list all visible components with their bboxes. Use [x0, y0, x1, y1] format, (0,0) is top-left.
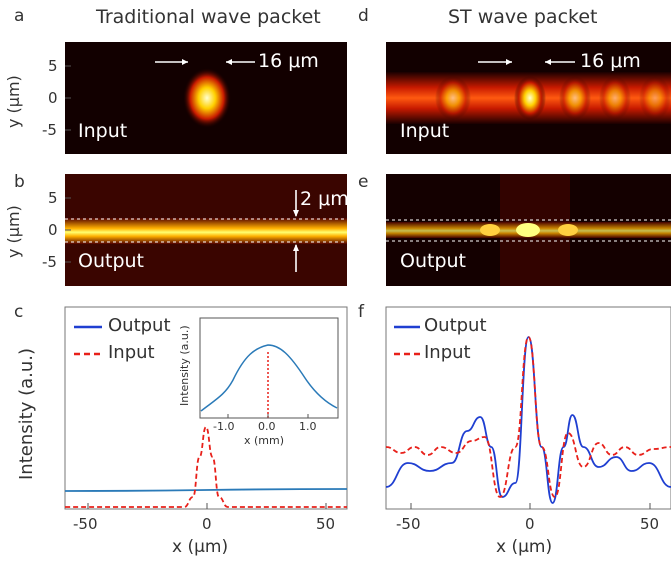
panel-letter-a: a	[14, 6, 25, 26]
inset-tick-0: 0.0	[258, 420, 276, 433]
legend-f-input: Input	[424, 342, 471, 363]
series-output-line	[64, 488, 348, 492]
legend-c-input: Input	[108, 342, 155, 363]
legend-f-output: Output	[424, 315, 487, 336]
panel-a-input-label: Input	[78, 120, 128, 142]
inset-xlabel: x (mm)	[244, 434, 285, 447]
inset-ylabel: Intensity (a.u.)	[178, 325, 191, 406]
panel-letter-f: f	[358, 302, 364, 322]
xlabel-c: x (μm)	[172, 537, 229, 557]
ytick-a-m5: -5	[42, 121, 57, 139]
panel-d-input-label: Input	[400, 120, 450, 142]
inset-tick-m1: -1.0	[213, 420, 235, 433]
panel-f-frame	[385, 306, 671, 510]
title-st: ST wave packet	[448, 6, 598, 28]
panel-letter-b: b	[14, 172, 25, 192]
y-axis-label-c: Intensity (a.u.)	[16, 348, 37, 480]
xtick-f-50: 50	[640, 515, 660, 533]
inset-frame	[199, 317, 339, 419]
panel-f-plot	[385, 336, 671, 504]
panel-d-scale: 16 μm	[580, 50, 641, 72]
series-input-line	[64, 426, 348, 508]
panel-e-output-label: Output	[400, 250, 466, 272]
panel-a-scale: 16 μm	[258, 50, 319, 72]
inset-output-curve	[200, 344, 338, 412]
panel-b-scale: 2 μm	[300, 188, 349, 210]
xtick-c-50: 50	[316, 515, 336, 533]
ytick-b-m5: -5	[42, 253, 57, 271]
xtick-f-0: 0	[525, 515, 535, 533]
panel-b-output-label: Output	[78, 250, 144, 272]
panel-c-frame	[64, 306, 348, 510]
panel-c-plot	[64, 426, 348, 508]
panel-a-spot	[183, 68, 231, 128]
xtick-f-m50: -50	[396, 515, 421, 533]
panel-b-band	[65, 218, 347, 244]
ytick-b-5: 5	[48, 189, 58, 207]
ytick-a-0: 0	[48, 89, 58, 107]
xtick-c-m50: -50	[73, 515, 98, 533]
panel-letter-d: d	[358, 6, 369, 26]
ytick-b-0: 0	[48, 221, 58, 239]
title-traditional: Traditional wave packet	[96, 6, 321, 28]
xtick-c-0: 0	[202, 515, 212, 533]
y-axis-label-a: y (μm)	[4, 75, 23, 128]
ytick-a-5: 5	[48, 57, 58, 75]
inset-tick-1: 1.0	[299, 420, 317, 433]
y-axis-label-b: y (μm)	[4, 205, 23, 258]
panel-letter-e: e	[358, 172, 369, 192]
xlabel-f: x (μm)	[496, 537, 553, 557]
panel-d-spot-center	[514, 76, 546, 120]
legend-c-output: Output	[108, 315, 171, 336]
panel-letter-c: c	[14, 302, 24, 322]
